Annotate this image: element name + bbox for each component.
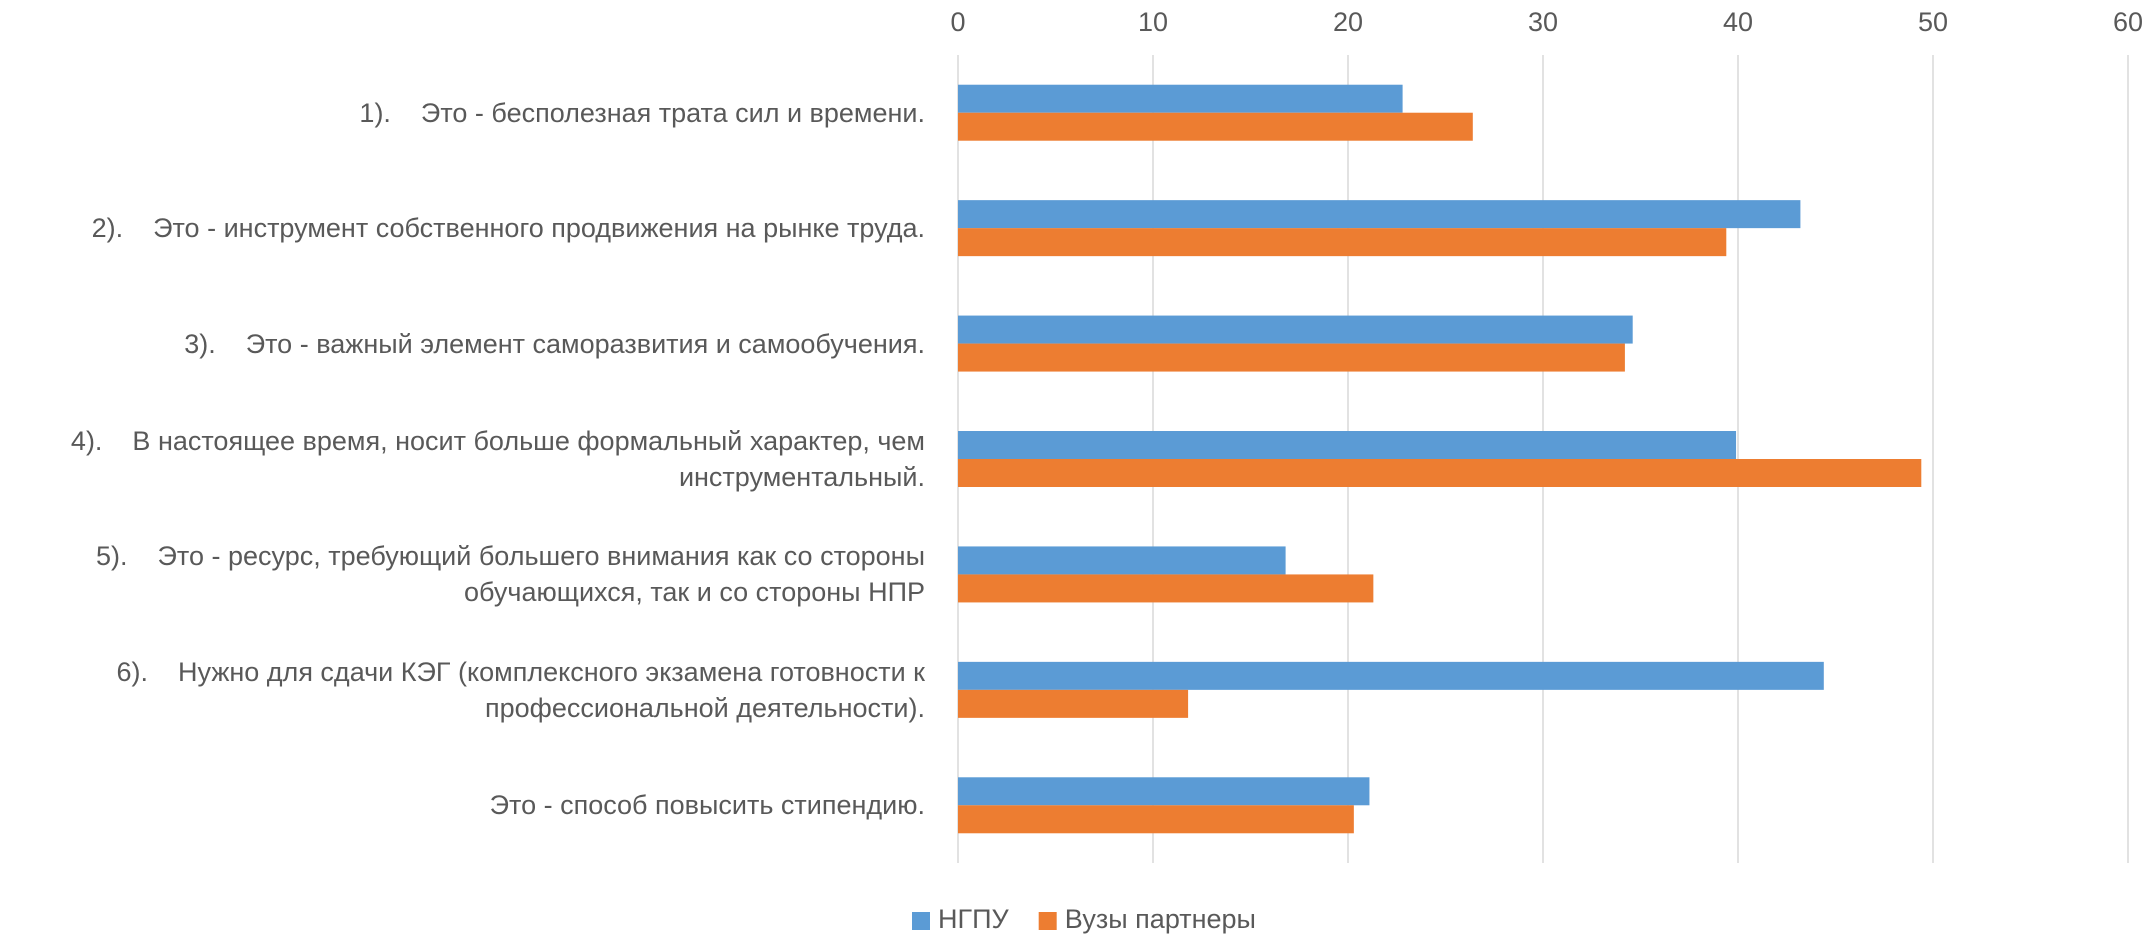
x-tick-label: 60	[2113, 7, 2143, 37]
bar	[958, 315, 1633, 344]
bar	[958, 84, 1403, 113]
category-label: 1). Это - бесполезная трата сил и времен…	[359, 97, 925, 128]
category-label: 2). Это - инструмент собственного продви…	[91, 213, 925, 244]
category-label: 3). Это - важный элемент саморазвития и …	[184, 328, 925, 359]
bar	[958, 661, 1824, 690]
category-label: Это - способ повысить стипендию.	[489, 790, 925, 821]
bar	[958, 805, 1354, 834]
x-tick-label: 30	[1528, 7, 1558, 37]
bar	[958, 431, 1737, 459]
bar	[958, 112, 1473, 141]
legend-swatch	[1038, 912, 1057, 930]
bar	[958, 228, 1727, 257]
bar	[958, 343, 1625, 372]
bar	[958, 200, 1801, 229]
category-label: 5). Это - ресурс, требующий большего вни…	[95, 541, 933, 608]
x-tick-label: 10	[1138, 7, 1168, 37]
bar	[958, 689, 1189, 718]
x-tick-label: 50	[1918, 7, 1948, 37]
x-tick-label: 0	[950, 7, 965, 37]
legend-swatch	[912, 912, 930, 930]
x-tick-label: 40	[1723, 7, 1753, 37]
bar	[958, 574, 1374, 603]
legend-label: НГПУ	[938, 904, 1010, 934]
bar	[958, 546, 1286, 575]
category-label: 6). Нужно для сдачи КЭГ (комплексного эк…	[116, 656, 933, 723]
legend-label: Вузы партнеры	[1065, 904, 1256, 934]
bar	[958, 459, 1922, 487]
bar	[958, 777, 1370, 806]
category-label: 4). В настоящее время, носит больше форм…	[70, 426, 933, 492]
x-tick-label: 20	[1333, 7, 1363, 37]
